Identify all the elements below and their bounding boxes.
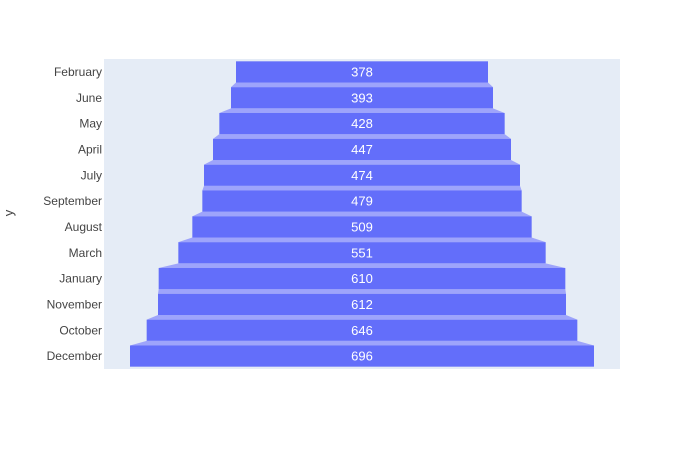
funnel-connector-11: [130, 340, 594, 346]
funnel-bar-may[interactable]: [219, 112, 505, 135]
funnel-bar-september[interactable]: [202, 190, 522, 212]
bar-value-label: 447: [351, 142, 373, 157]
funnel-connector-1: [231, 82, 493, 88]
bar-value-label: 551: [351, 245, 373, 260]
y-tick-label: June: [76, 91, 102, 105]
funnel-bar-february[interactable]: [236, 61, 488, 83]
y-tick-label: March: [69, 246, 102, 260]
bar-value-label: 428: [351, 116, 373, 131]
y-tick-label: December: [47, 349, 102, 363]
funnel-connector-2: [219, 108, 505, 113]
funnel-connector-9: [158, 289, 566, 294]
bar-value-label: 612: [351, 297, 373, 312]
funnel-connector-4: [204, 160, 520, 165]
funnel-connector-7: [178, 237, 546, 243]
y-tick-label: September: [43, 194, 102, 208]
bar-value-label: 378: [351, 64, 373, 79]
bar-value-label: 696: [351, 349, 373, 364]
y-tick-label: October: [59, 323, 102, 337]
bar-value-label: 474: [351, 168, 373, 183]
y-tick-label: August: [65, 220, 103, 234]
y-axis-tick-labels: February June May April July September August M…: [43, 65, 102, 363]
funnel-bar-july[interactable]: [204, 164, 520, 186]
funnel-bar-june[interactable]: [231, 87, 493, 109]
funnel-bar-august[interactable]: [192, 216, 532, 238]
funnel-connector-3: [213, 134, 511, 139]
funnel-bar-january[interactable]: [158, 267, 566, 290]
funnel-bar-march[interactable]: [178, 242, 546, 264]
bar-value-label: 509: [351, 219, 373, 234]
funnel-connector-5: [202, 185, 522, 191]
bar-value-label: 393: [351, 90, 373, 105]
bar-value-label: 610: [351, 271, 373, 286]
funnel-bars: [130, 61, 594, 367]
funnel-bar-december[interactable]: [130, 345, 594, 367]
funnel-connectors: [130, 82, 594, 346]
y-tick-label: February: [54, 65, 102, 79]
funnel-bar-october[interactable]: [146, 319, 578, 341]
y-axis-title: y: [1, 209, 16, 216]
bar-value-label: 646: [351, 323, 373, 338]
y-tick-label: May: [79, 117, 102, 131]
funnel-connector-10: [146, 315, 578, 320]
y-tick-label: November: [47, 297, 102, 311]
y-tick-label: April: [78, 142, 102, 156]
bar-value-label: 479: [351, 194, 373, 209]
y-tick-label: January: [59, 272, 102, 286]
funnel-bar-april[interactable]: [213, 138, 511, 161]
funnel-bar-november[interactable]: [158, 293, 566, 316]
funnel-connector-6: [192, 211, 532, 217]
bar-value-labels: 378 393 428 447 474 479 509 551 610 612 646 696: [351, 64, 373, 363]
y-tick-label: July: [81, 168, 102, 182]
funnel-connector-8: [158, 263, 566, 268]
